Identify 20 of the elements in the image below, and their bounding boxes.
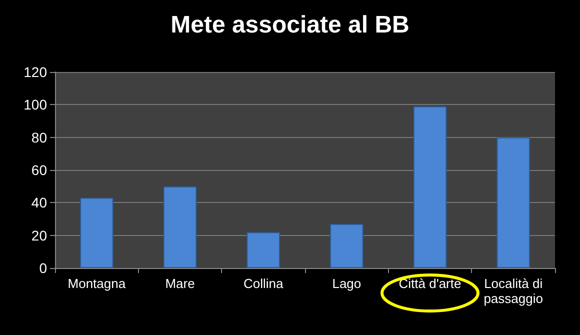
x-tick-label: Collina <box>243 276 284 291</box>
x-tick-label: Montagna <box>68 276 126 291</box>
bar <box>246 232 280 268</box>
y-tick-label: 40 <box>31 194 48 211</box>
x-tick-label: Località di passaggio <box>484 276 543 306</box>
x-tick-label: Mare <box>165 276 195 291</box>
bar <box>80 198 114 268</box>
y-tick-label: 120 <box>24 64 48 80</box>
x-tick-label: Città d'arte <box>398 276 462 291</box>
y-tick-label: 100 <box>24 96 48 113</box>
x-tick-label: Lago <box>332 276 362 291</box>
y-tick-label: 20 <box>31 227 48 244</box>
bar <box>163 186 197 268</box>
y-tick-label: 80 <box>31 129 48 146</box>
bar <box>330 224 364 268</box>
bar <box>413 106 447 268</box>
chart-title: Mete associate al BB <box>170 12 410 38</box>
y-tick-label: 60 <box>31 162 48 178</box>
bar <box>496 137 530 268</box>
y-tick-label: 0 <box>39 260 48 276</box>
